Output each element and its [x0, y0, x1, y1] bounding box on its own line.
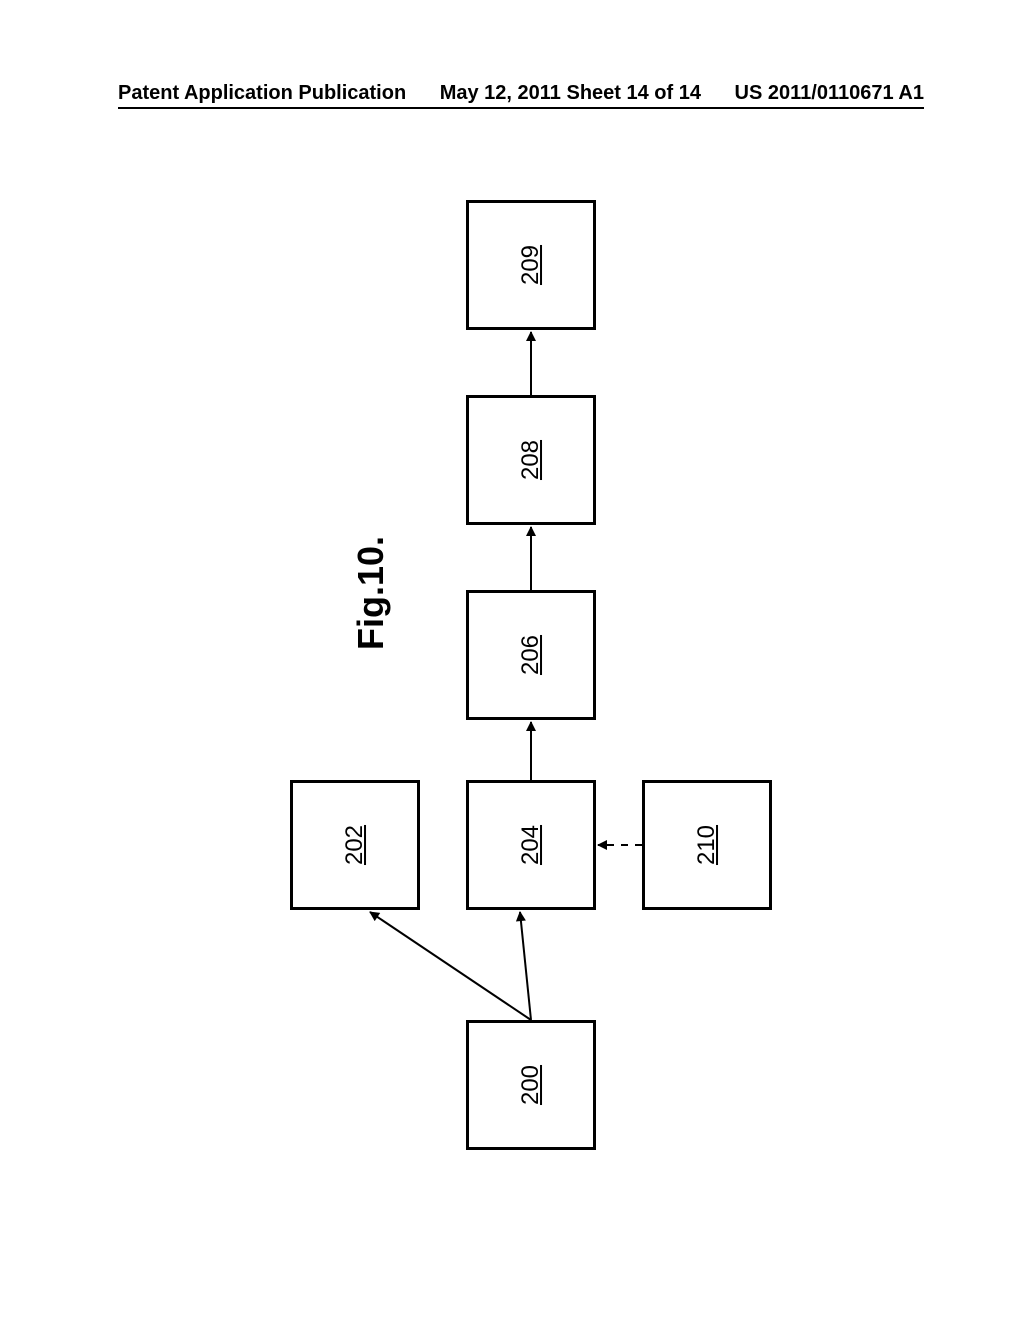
- node-label-202: 202: [341, 825, 369, 865]
- node-label-209: 209: [517, 245, 545, 285]
- page-header: Patent Application Publication May 12, 2…: [118, 82, 924, 109]
- node-204: 204: [466, 780, 596, 910]
- edge-200-204: [520, 912, 531, 1020]
- node-209: 209: [466, 200, 596, 330]
- header-right: US 2011/0110671 A1: [735, 82, 924, 105]
- node-202: 202: [290, 780, 420, 910]
- page: Patent Application Publication May 12, 2…: [0, 0, 1024, 1320]
- header-mid: May 12, 2011 Sheet 14 of 14: [440, 82, 701, 105]
- node-label-208: 208: [517, 440, 545, 480]
- figure-label: Fig.10.: [350, 536, 392, 650]
- edge-200-202: [370, 912, 531, 1020]
- node-206: 206: [466, 590, 596, 720]
- node-208: 208: [466, 395, 596, 525]
- node-label-200: 200: [517, 1065, 545, 1105]
- node-210: 210: [642, 780, 772, 910]
- node-label-210: 210: [693, 825, 721, 865]
- header-left: Patent Application Publication: [118, 82, 406, 105]
- node-label-204: 204: [517, 825, 545, 865]
- node-label-206: 206: [517, 635, 545, 675]
- node-200: 200: [466, 1020, 596, 1150]
